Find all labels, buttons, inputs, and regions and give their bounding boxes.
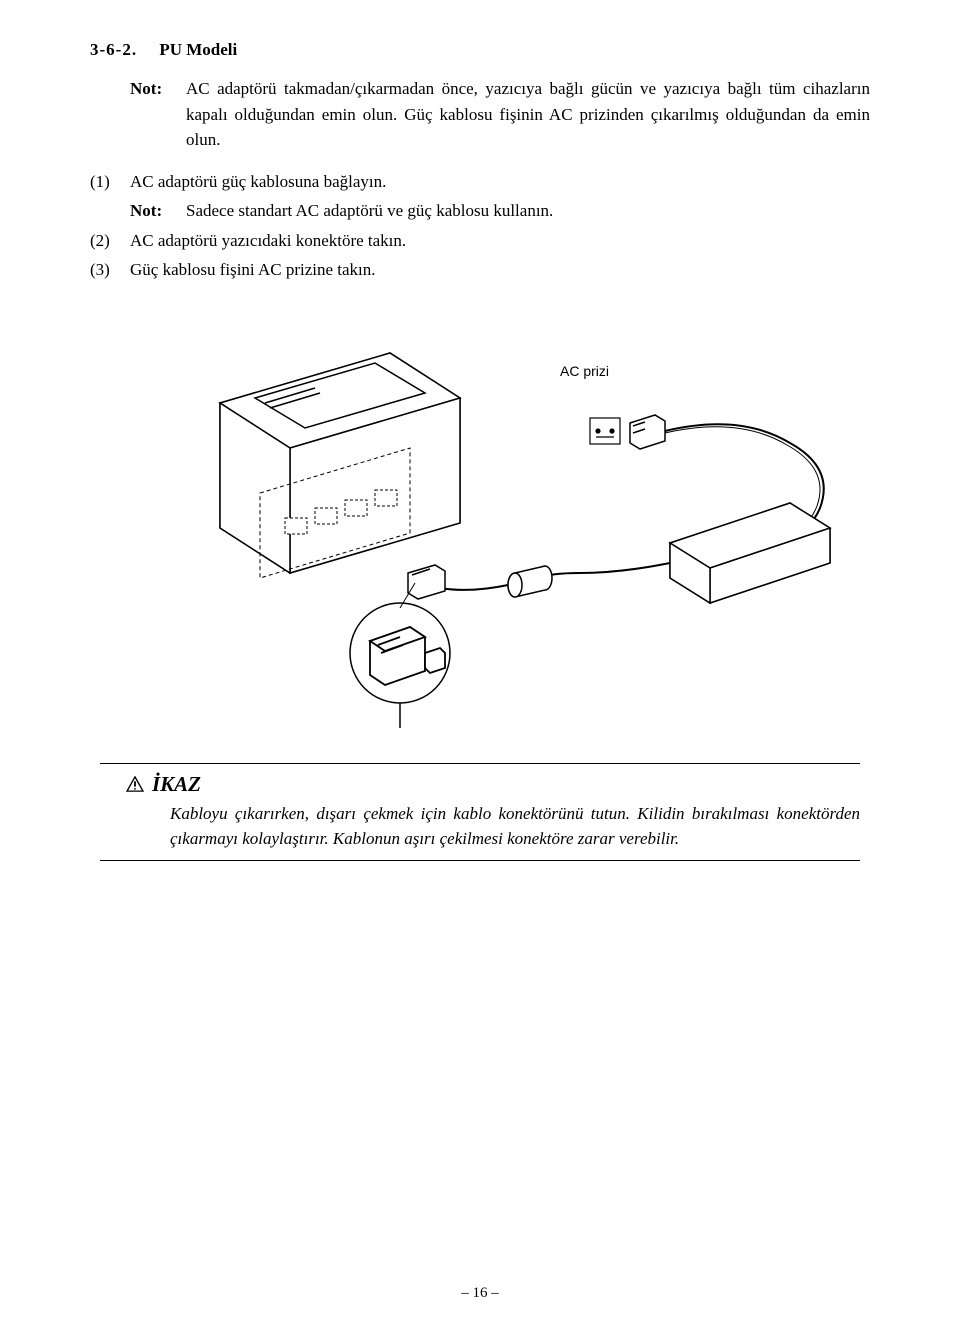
warning-header: İKAZ: [126, 772, 860, 797]
note-label: Not:: [130, 76, 186, 153]
step-text: AC adaptörü yazıcıdaki konektöre takın.: [130, 228, 870, 254]
page-number: – 16 –: [461, 1285, 499, 1302]
warning-title: İKAZ: [152, 772, 201, 797]
section-title: PU Modeli: [159, 40, 237, 59]
step-2: (2) AC adaptörü yazıcıdaki konektöre tak…: [90, 228, 870, 254]
main-note: Not: AC adaptörü takmadan/çıkarmadan önc…: [130, 76, 870, 153]
step-number: (2): [90, 228, 130, 254]
printer-diagram-svg: [90, 323, 870, 733]
sub-note: Not: Sadece standart AC adaptörü ve güç …: [130, 198, 870, 224]
sub-note-label: Not:: [130, 198, 186, 224]
warning-box: İKAZ Kabloyu çıkarırken, dışarı çekmek i…: [100, 763, 860, 861]
warning-text: Kabloyu çıkarırken, dışarı çekmek için k…: [170, 801, 860, 852]
divider-bottom: [100, 860, 860, 861]
section-number: 3-6-2.: [90, 40, 137, 59]
sub-note-text: Sadece standart AC adaptörü ve güç kablo…: [186, 198, 553, 224]
note-text: AC adaptörü takmadan/çıkarmadan önce, ya…: [186, 76, 870, 153]
step-1: (1) AC adaptörü güç kablosuna bağlayın.: [90, 169, 870, 195]
step-text: AC adaptörü güç kablosuna bağlayın.: [130, 169, 870, 195]
step-number: (1): [90, 169, 130, 195]
connection-diagram: AC prizi: [90, 323, 870, 733]
section-header: 3-6-2. PU Modeli: [90, 40, 870, 60]
step-number: (3): [90, 257, 130, 283]
step-3: (3) Güç kablosu fişini AC prizine takın.: [90, 257, 870, 283]
ac-outlet-label: AC prizi: [560, 363, 609, 379]
warning-triangle-icon: [126, 776, 144, 792]
step-text: Güç kablosu fişini AC prizine takın.: [130, 257, 870, 283]
